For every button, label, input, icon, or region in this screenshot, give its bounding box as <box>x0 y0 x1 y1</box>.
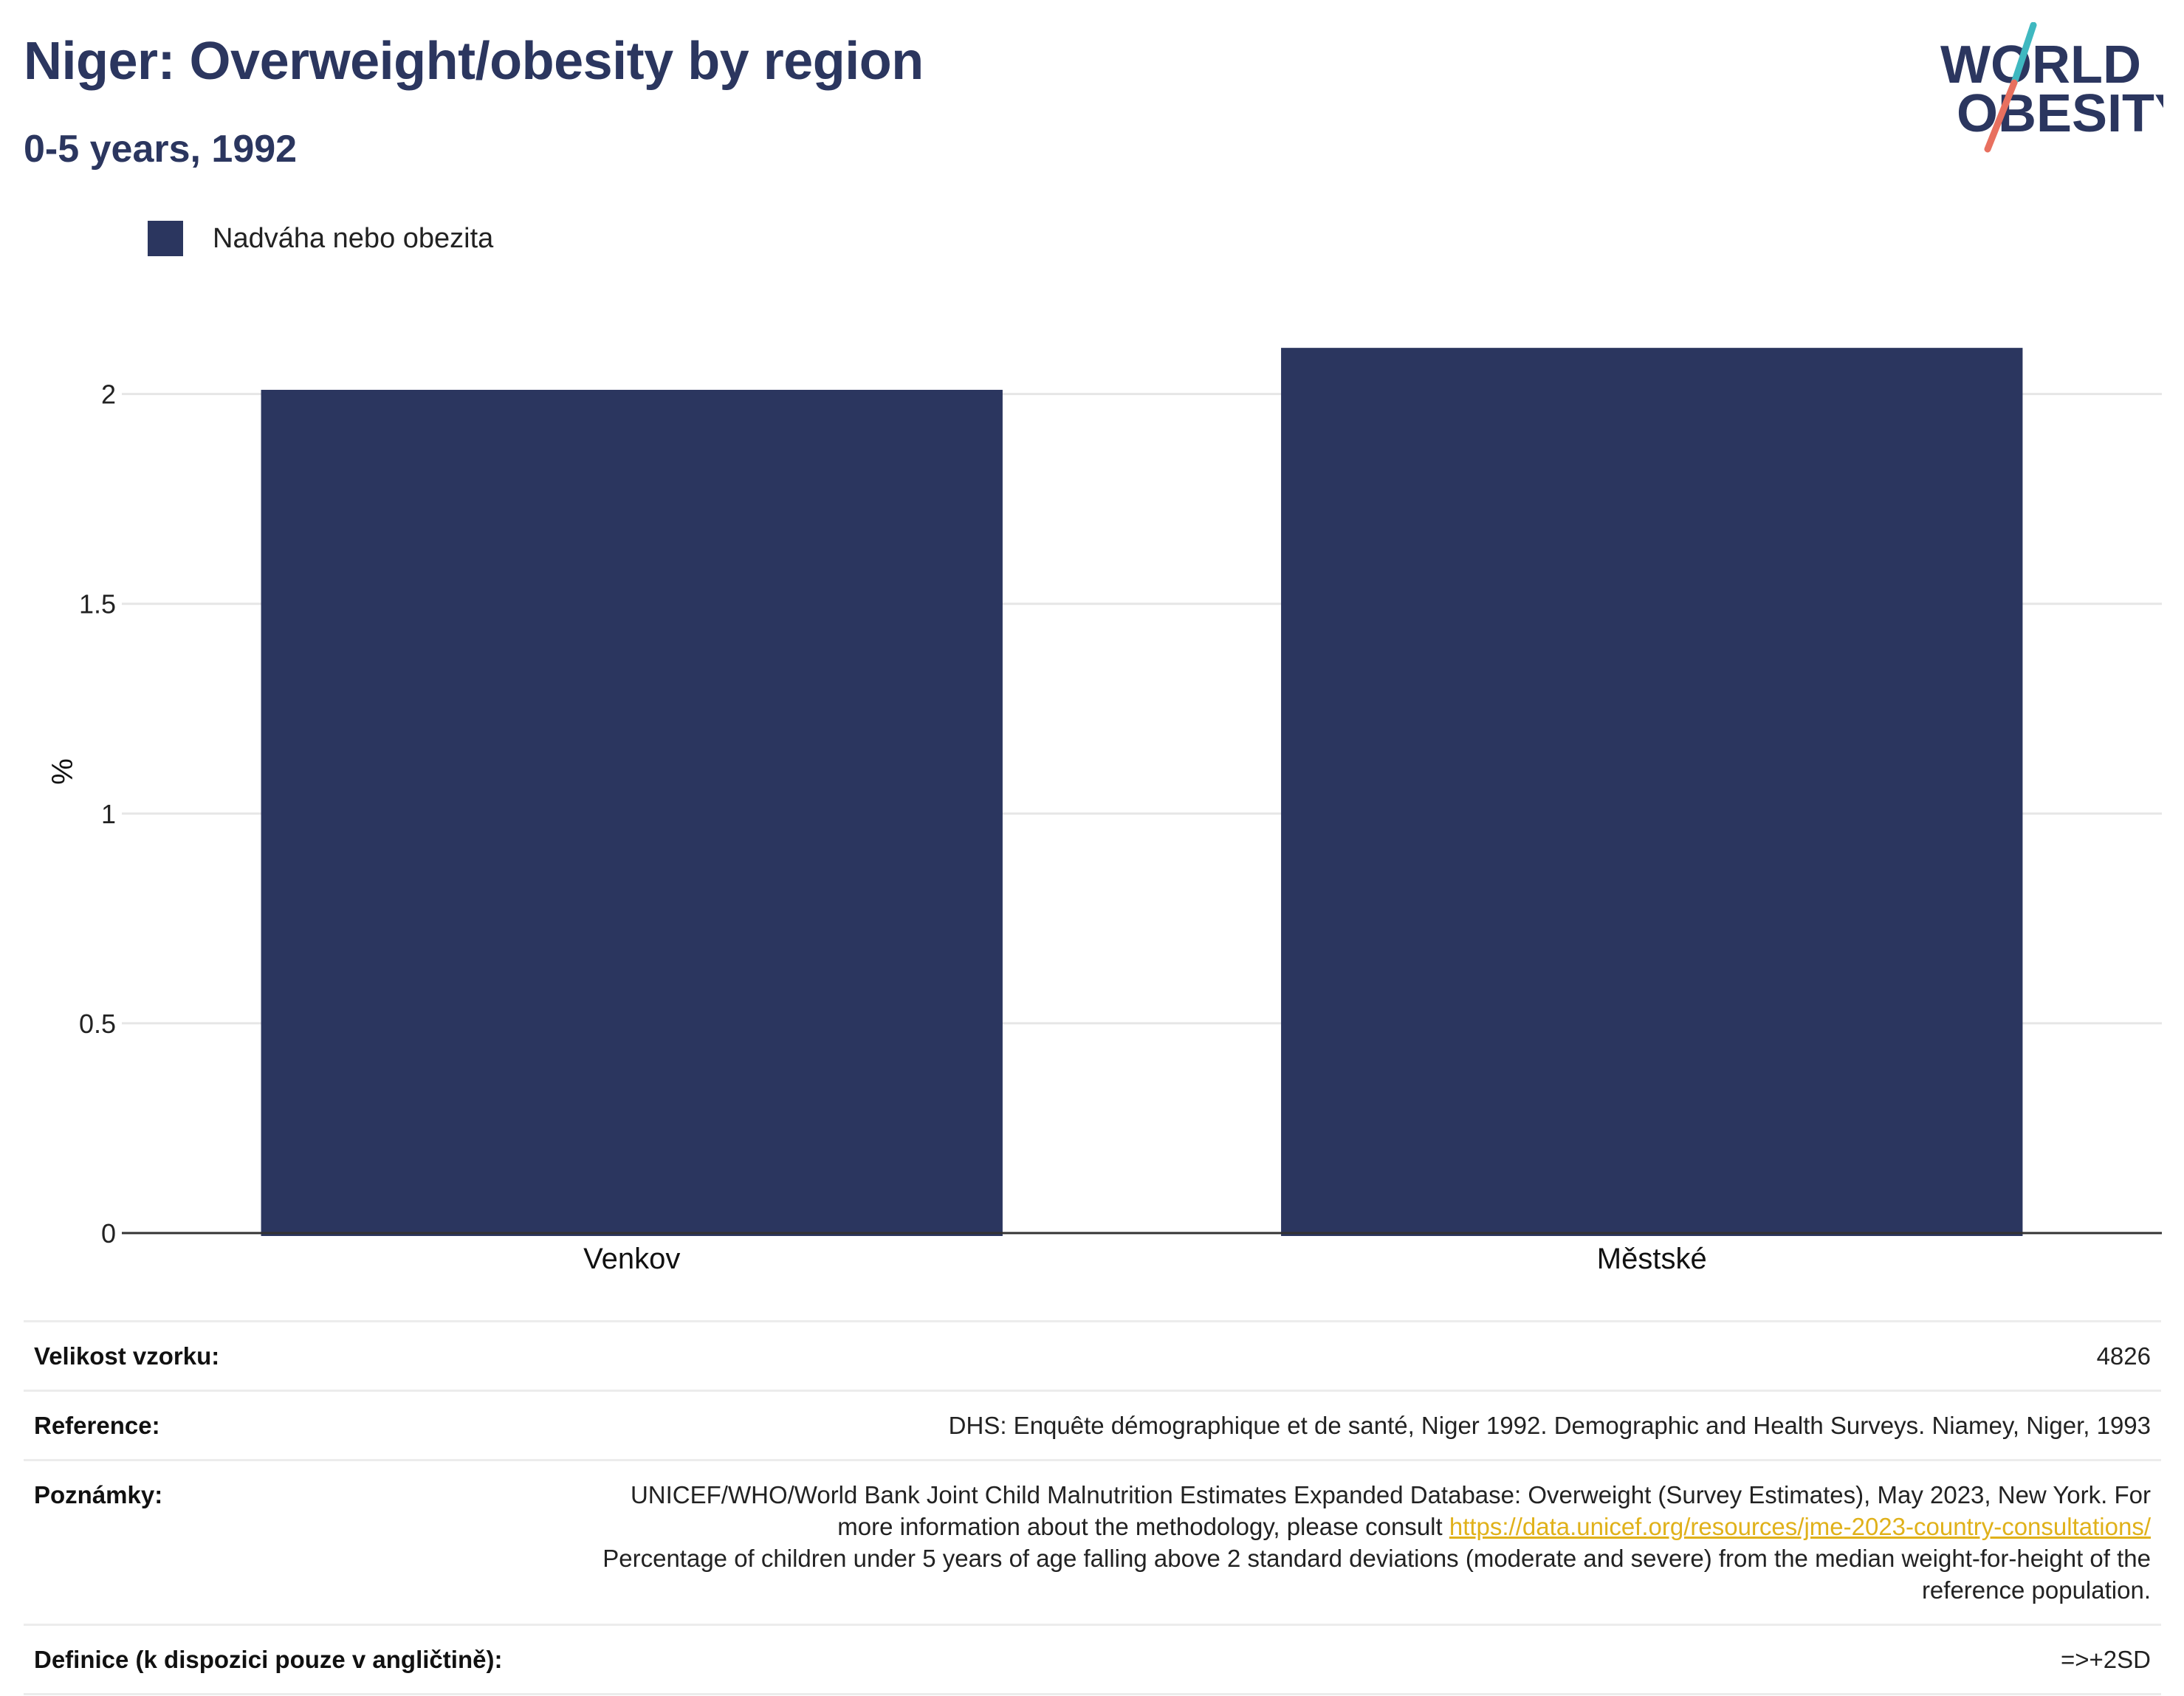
chart-legend: Nadváha nebo obezita <box>148 220 493 257</box>
meta-notes-label: Poznámky: <box>24 1459 576 1625</box>
meta-row-sample: Velikost vzorku: 4826 <box>24 1320 2161 1391</box>
y-tick-label: 0.5 <box>79 1009 116 1039</box>
methodology-link[interactable]: https://data.unicef.org/resources/jme-20… <box>1449 1513 2151 1540</box>
y-axis-label: % <box>45 758 78 785</box>
meta-reference-value: DHS: Enquête démographique et de santé, … <box>576 1390 2161 1460</box>
bar-2 <box>1281 348 2023 1236</box>
logo-text-world: WORLD <box>1940 35 2141 95</box>
legend-swatch <box>148 221 183 256</box>
meta-sample-label: Velikost vzorku: <box>24 1320 576 1391</box>
metadata-table: Velikost vzorku: 4826 Reference: DHS: En… <box>24 1320 2161 1695</box>
meta-definition-label: Definice (k dispozici pouze v angličtině… <box>24 1624 576 1695</box>
y-tick-label: 1.5 <box>79 589 116 619</box>
bar-1 <box>261 389 1003 1236</box>
meta-definition-value: =>+2SD <box>576 1624 2161 1695</box>
meta-sample-value: 4826 <box>576 1320 2161 1391</box>
world-obesity-logo: WORLD OBESITY <box>1940 22 2163 153</box>
bar-chart: 0 0.5 1 1.5 2% Venkov Městské <box>45 348 2162 1275</box>
meta-notes-definition-text: Percentage of children under 5 years of … <box>602 1545 2151 1604</box>
meta-row-reference: Reference: DHS: Enquête démographique et… <box>24 1390 2161 1460</box>
y-tick-label: 2 <box>101 380 116 410</box>
x-tick-label: Venkov <box>583 1243 680 1275</box>
logo-slash-teal <box>2010 22 2037 86</box>
logo-text-obesity: OBESITY <box>1957 84 2163 143</box>
y-tick-label: 0 <box>101 1218 116 1249</box>
meta-notes-text: UNICEF/WHO/World Bank Joint Child Malnut… <box>630 1481 2151 1540</box>
meta-reference-label: Reference: <box>24 1390 576 1460</box>
logo-slash-coral <box>1984 79 2018 153</box>
meta-row-notes: Poznámky: UNICEF/WHO/World Bank Joint Ch… <box>24 1459 2161 1625</box>
meta-notes-value: UNICEF/WHO/World Bank Joint Child Malnut… <box>576 1459 2161 1625</box>
meta-row-definition: Definice (k dispozici pouze v angličtině… <box>24 1624 2161 1695</box>
chart-subtitle: 0-5 years, 1992 <box>24 128 298 171</box>
legend-label: Nadváha nebo obezita <box>213 222 494 254</box>
x-tick-label: Městské <box>1597 1243 1707 1275</box>
y-tick-label: 1 <box>101 799 116 829</box>
chart-title: Niger: Overweight/obesity by region <box>24 32 924 91</box>
